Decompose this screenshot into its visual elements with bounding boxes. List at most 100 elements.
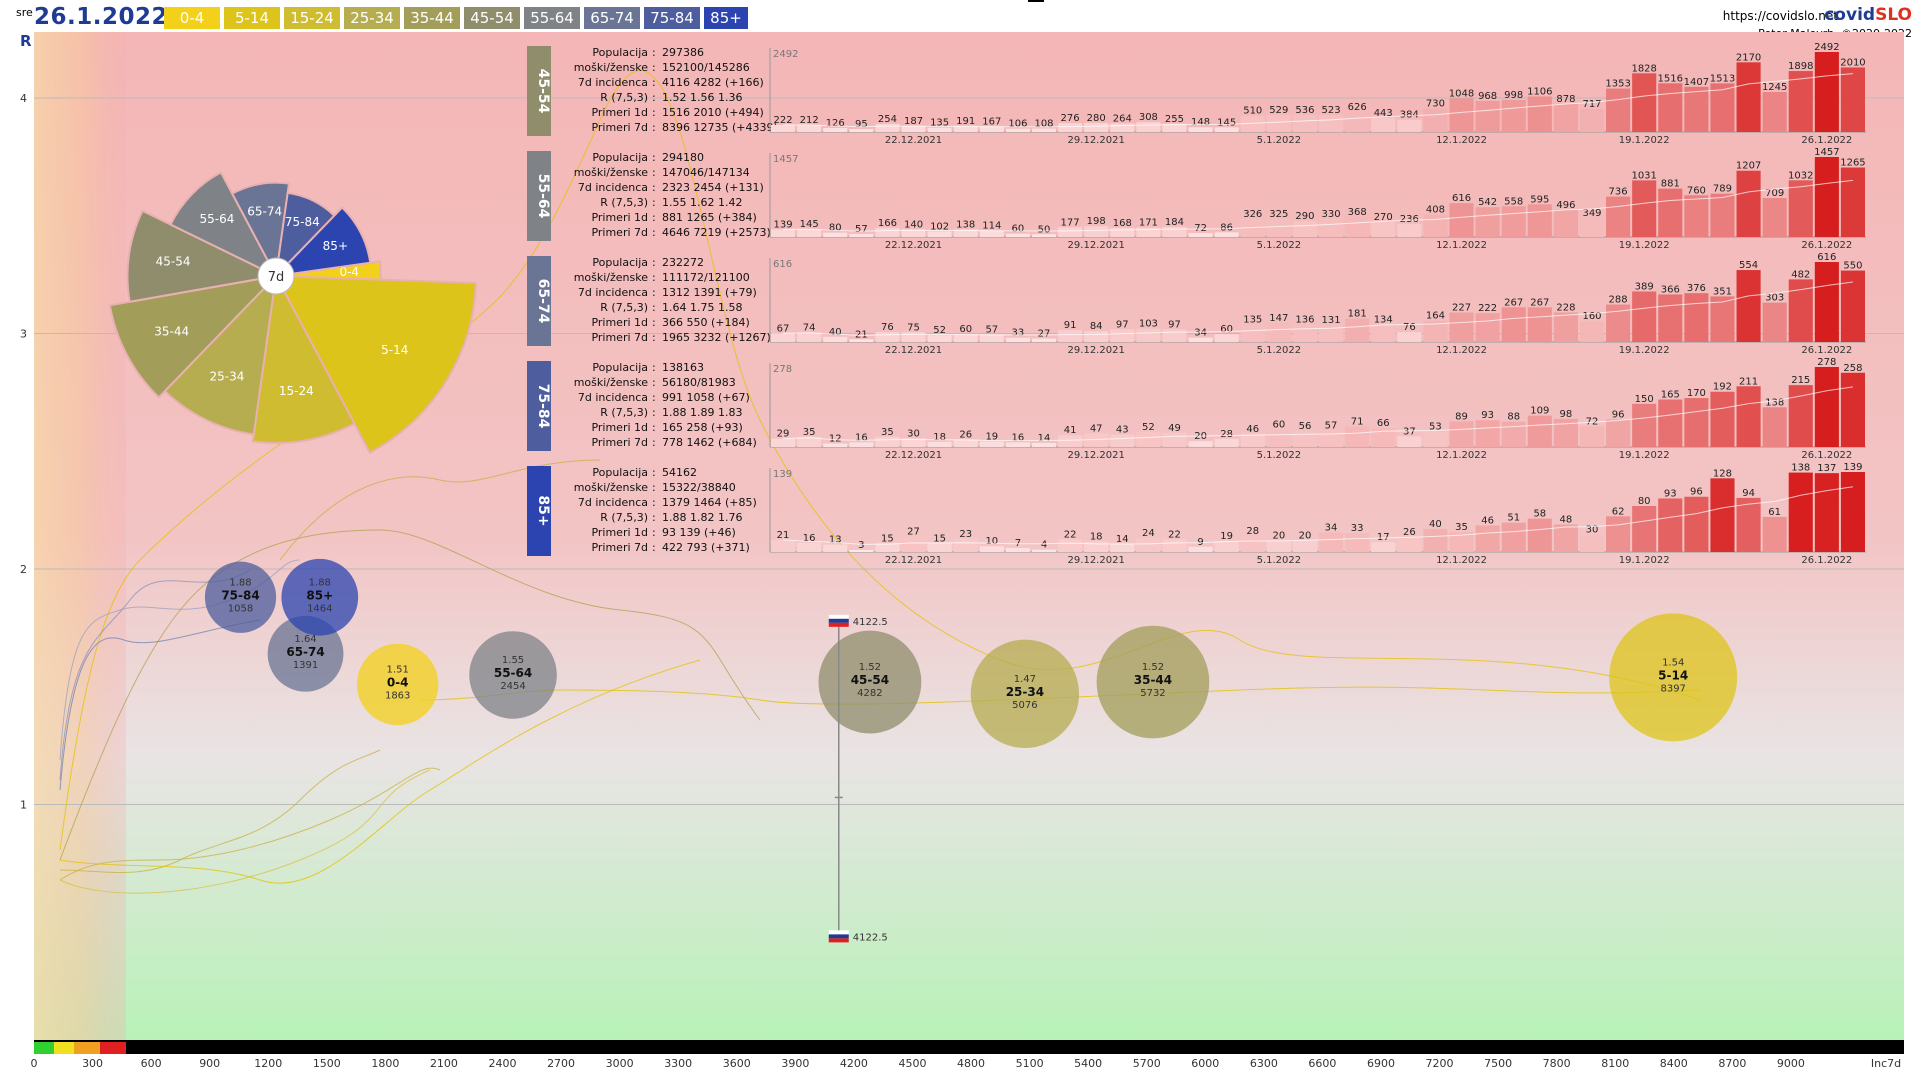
stat-value: 56180/81983 [662,376,736,389]
bar [1005,337,1030,342]
bar-value-label: 14 [1038,433,1051,444]
pie-slice-35-44[interactable] [108,274,279,399]
bar-value-label: 40 [1429,519,1442,530]
bubble-r-value: 1.54 [1662,657,1684,668]
bar-value-label: 171 [1139,218,1158,229]
x-tick-label: 7800 [1543,1057,1571,1070]
bar-value-label: 191 [956,116,975,127]
x-tick-label: 2700 [547,1057,575,1070]
bar [1188,441,1213,447]
bar [1553,209,1578,237]
history-trace [59,569,251,781]
bar-value-label: 46 [1246,424,1259,435]
bar-value-label: 35 [803,427,816,438]
bar-value-label: 290 [1295,211,1314,222]
bar-value-label: 50 [1038,224,1051,235]
bar-value-label: 2492 [1814,42,1839,53]
pie-slice-85plus[interactable] [273,206,372,278]
bubble-group-label: 5-14 [1658,668,1688,682]
bar-value-label: 288 [1609,295,1628,306]
bar-value-label: 2010 [1840,57,1865,68]
bubble-circle[interactable] [281,558,359,636]
bubble-circle[interactable] [818,630,922,734]
bar-value-label: 56 [1299,421,1312,432]
legend-box-65-74: 65-74 [584,7,640,29]
bar-value-label: 34 [1325,522,1338,533]
bubble-circle[interactable] [1096,625,1210,739]
panel-group-label: 85+ [535,495,551,526]
pie-slice-45-54[interactable] [126,209,280,303]
pie-slice-25-34[interactable] [163,273,278,436]
bar-value-label: 71 [1351,417,1364,428]
panel-date-label: 19.1.2022 [1619,555,1670,566]
pie-slice-15-24[interactable] [251,272,356,444]
pie-slice-65-74[interactable] [230,181,291,280]
bar-value-label: 20 [1194,431,1207,442]
bar-value-label: 736 [1609,187,1628,198]
bar-value-label: 48 [1560,514,1573,525]
pie-slice-label: 45-54 [156,255,191,269]
panel-date-label: 12.1.2022 [1436,345,1487,356]
stat-value: 366 550 (+184) [662,316,750,329]
bar [1162,329,1187,342]
bar [1527,204,1552,237]
brand-part-a: covid [1824,5,1876,25]
bar [1788,472,1813,552]
bar-value-label: 91 [1064,320,1077,331]
bar-value-label: 33 [1012,328,1025,339]
stat-name: 7d incidenca [578,391,648,404]
bar-value-label: 139 [1843,462,1862,473]
panel-group-tag [527,151,551,241]
bar [1371,542,1396,552]
bar [1423,320,1448,342]
bar-value-label: 536 [1295,105,1314,116]
bar [1606,419,1631,447]
history-trace [59,529,761,861]
bar [1423,431,1448,447]
bar-value-label: 27 [1038,328,1051,339]
bar [771,333,796,342]
bar-value-label: 108 [1034,119,1053,130]
stat-sep: : [652,61,656,74]
bar [823,443,848,447]
bubble-circle[interactable] [970,639,1080,749]
stat-name: moški/ženske [574,376,649,389]
x-tick-label: 5400 [1074,1057,1102,1070]
bar-value-label: 10 [985,536,998,547]
bar [979,230,1004,237]
bar-value-label: 19 [1220,531,1233,542]
stat-name: Populacija [592,46,648,59]
bar-value-label: 30 [907,428,920,439]
pie-slice-55-64[interactable] [169,171,279,279]
bar-value-label: 95 [855,119,868,130]
x-tick-label: 4800 [957,1057,985,1070]
bubble-circle[interactable] [204,561,277,633]
bar-value-label: 270 [1374,212,1393,223]
bar-value-label: 181 [1348,308,1367,319]
bubble-circle[interactable] [1609,613,1738,742]
bubble-inc-value: 2454 [500,681,525,692]
bar [797,125,822,132]
bar [1292,540,1317,552]
pie-slice-5-14[interactable] [274,274,477,454]
bubble-circle[interactable] [356,643,439,726]
x-tick-label: 1800 [371,1057,399,1070]
site-url[interactable]: https://covidslo.net [1722,9,1838,23]
bar [1762,302,1787,342]
bubble-circle[interactable] [469,631,557,719]
bar [1449,421,1474,447]
panel-trend-line [783,179,1854,232]
pie-slice-label: 5-14 [381,343,408,357]
bar-value-label: 595 [1530,194,1549,205]
bar [1266,540,1291,552]
stat-name: Populacija [592,151,648,164]
history-trace [59,559,301,761]
